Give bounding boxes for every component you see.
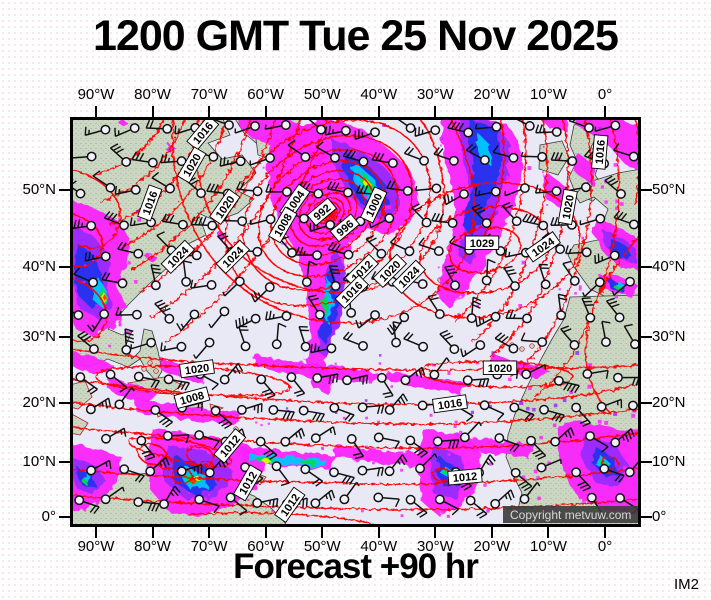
lat-tick-right — [641, 266, 652, 268]
lon-tick-bottom — [547, 527, 550, 538]
lat-tick-right — [641, 516, 652, 518]
lon-label-top: 30°W — [416, 86, 454, 103]
lon-label-bottom: 10°W — [530, 538, 567, 555]
lon-label-bottom: 30°W — [416, 538, 454, 555]
svg-text:1016: 1016 — [594, 139, 608, 164]
lat-label-left: 20°N — [22, 394, 56, 411]
svg-text:1029: 1029 — [470, 238, 494, 250]
lat-label-left: 50°N — [22, 181, 56, 198]
lon-label-top: 60°W — [247, 86, 285, 103]
lon-tick-top — [547, 106, 550, 117]
lat-label-right: 40°N — [652, 258, 686, 275]
lat-label-right: 10°N — [652, 453, 686, 470]
lon-label-bottom: 0° — [597, 538, 613, 555]
lon-tick-top — [377, 106, 380, 117]
svg-text:1020: 1020 — [488, 363, 512, 375]
chart-title: 1200 GMT Tue 25 Nov 2025 — [93, 12, 619, 60]
lon-label-top: 90°W — [77, 86, 115, 103]
lon-label-top: 80°W — [134, 86, 171, 103]
lat-label-left: 10°N — [22, 453, 56, 470]
lat-label-right: 20°N — [652, 394, 686, 411]
lon-tick-bottom — [264, 527, 267, 538]
lon-tick-bottom — [321, 527, 324, 538]
lon-tick-top — [321, 106, 324, 117]
copyright-box: Copyright metvuw.com — [503, 506, 639, 523]
lat-label-left: 40°N — [22, 258, 56, 275]
isobar-layer — [69, 116, 642, 528]
isobar-label: 1020 — [178, 359, 215, 379]
lon-tick-top — [490, 106, 493, 117]
lon-label-bottom: 40°W — [360, 538, 398, 555]
lon-label-bottom: 90°W — [77, 538, 115, 555]
lon-tick-bottom — [151, 527, 154, 538]
svg-text:1012: 1012 — [452, 471, 477, 485]
lon-label-bottom: 20°W — [473, 538, 511, 555]
lon-label-top: 70°W — [190, 86, 228, 103]
isobar-label: 1016 — [431, 394, 468, 414]
isobar-label: 1020 — [557, 188, 578, 226]
lon-tick-bottom — [604, 527, 607, 538]
lon-label-top: 10°W — [530, 86, 567, 103]
lat-label-left: 0° — [41, 508, 56, 525]
isobar-label: 1029 — [464, 235, 500, 250]
lon-tick-bottom — [434, 527, 437, 538]
lon-label-bottom: 70°W — [190, 538, 228, 555]
isobar-label: 1012 — [447, 468, 483, 486]
lon-label-bottom: 80°W — [134, 538, 171, 555]
svg-text:1020: 1020 — [184, 362, 210, 377]
lat-label-right: 30°N — [652, 328, 686, 345]
lat-tick-left — [59, 189, 70, 191]
isobar-label: 1020 — [482, 360, 518, 375]
map-area: 1016 1020 1016 1020 1024 1024 1004 1008 992 996 10… — [59, 110, 655, 528]
lat-label-right: 0° — [652, 508, 667, 525]
lon-label-top: 50°W — [303, 86, 341, 103]
lon-label-bottom: 50°W — [303, 538, 341, 555]
lon-tick-bottom — [95, 527, 97, 538]
lon-label-top: 40°W — [360, 86, 398, 103]
isobar-label: 1016 — [591, 134, 609, 170]
image-id-label: IM2 — [674, 576, 700, 593]
lat-tick-left — [59, 516, 70, 518]
copyright-text: Copyright metvuw.com — [510, 508, 631, 522]
lat-tick-left — [59, 402, 70, 404]
svg-text:1016: 1016 — [437, 397, 463, 412]
lat-tick-left — [59, 336, 70, 338]
lon-tick-bottom — [377, 527, 380, 538]
wind-barb-layer — [59, 110, 655, 519]
isobar-label: 1008 — [173, 386, 211, 410]
lon-tick-top — [604, 106, 607, 117]
lat-tick-right — [641, 336, 652, 338]
svg-text:1020: 1020 — [561, 194, 577, 220]
lat-label-left: 30°N — [22, 328, 56, 345]
lat-tick-right — [641, 461, 652, 463]
lat-tick-right — [641, 189, 652, 191]
lon-tick-top — [434, 106, 437, 117]
lat-tick-right — [641, 402, 652, 404]
lon-tick-bottom — [490, 527, 493, 538]
lat-tick-left — [59, 266, 70, 268]
lon-label-top: 20°W — [473, 86, 511, 103]
map-border — [70, 117, 641, 527]
lat-label-right: 50°N — [652, 181, 686, 198]
lon-label-top: 0° — [597, 86, 613, 103]
lon-tick-top — [208, 106, 211, 117]
forecast-label: Forecast +90 hr — [233, 547, 479, 586]
lon-tick-bottom — [208, 527, 211, 538]
lon-label-bottom: 60°W — [247, 538, 285, 555]
lat-tick-left — [59, 461, 70, 463]
lon-tick-top — [264, 106, 267, 117]
lon-tick-top — [151, 106, 154, 117]
lon-tick-top — [95, 106, 97, 117]
